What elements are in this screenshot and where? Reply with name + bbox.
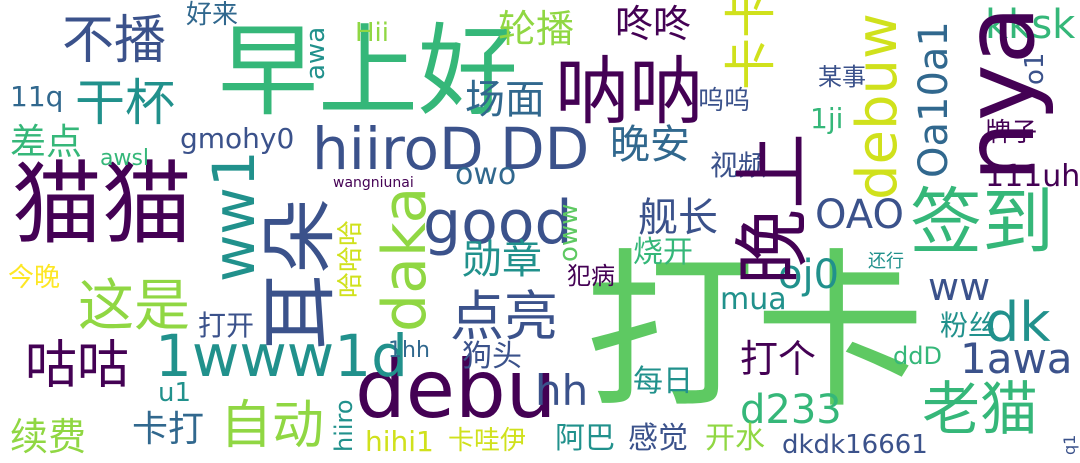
word: hh bbox=[535, 366, 589, 415]
word: 卡卡 bbox=[722, 0, 782, 90]
word: 晚安 bbox=[610, 122, 690, 168]
word: 今晚 bbox=[8, 263, 61, 293]
word: 1ji bbox=[810, 102, 844, 135]
word: OAO bbox=[815, 192, 904, 238]
word: q1 bbox=[1060, 434, 1079, 455]
word: 自动 bbox=[220, 396, 325, 456]
word: ww bbox=[928, 265, 991, 309]
word: d233 bbox=[740, 387, 842, 433]
word: ddD bbox=[893, 342, 942, 370]
word: 阿巴 bbox=[555, 421, 615, 456]
word: dk bbox=[985, 291, 1051, 354]
word: debuw bbox=[845, 13, 910, 200]
word: Oa10a1 bbox=[911, 21, 957, 178]
word: daka bbox=[370, 186, 440, 332]
word: 不播 bbox=[62, 11, 167, 71]
word: 烧开 bbox=[633, 235, 693, 270]
word: 某事 bbox=[818, 63, 866, 91]
word: 粉丝 bbox=[940, 309, 997, 342]
word: good bbox=[423, 188, 573, 258]
word: 老猫 bbox=[922, 375, 1039, 443]
word: wangniunai bbox=[333, 175, 414, 191]
word: awsl bbox=[100, 146, 150, 171]
word: 这是 bbox=[78, 274, 190, 339]
word: 场面 bbox=[465, 77, 545, 123]
word: 打个 bbox=[740, 337, 817, 381]
word: 哈哈哈 bbox=[336, 219, 366, 298]
word: 1awa bbox=[960, 334, 1073, 383]
word: 轮播 bbox=[498, 7, 575, 51]
word: DD bbox=[500, 115, 590, 183]
word: 卡打 bbox=[132, 409, 205, 450]
word: hihi1 bbox=[365, 425, 434, 458]
word: mua bbox=[720, 282, 787, 317]
word: 感觉 bbox=[628, 421, 688, 456]
word: 打卡 bbox=[585, 234, 926, 432]
word: 呜呜 bbox=[698, 86, 751, 116]
word: 还行 bbox=[868, 251, 904, 272]
word: hiiroD bbox=[312, 115, 484, 183]
word: 狗头 bbox=[462, 339, 522, 374]
word: 111uh bbox=[985, 159, 1080, 194]
word: hiiro bbox=[330, 399, 358, 452]
word: 11q bbox=[10, 80, 64, 113]
word: 耳朵 bbox=[255, 198, 344, 350]
word: 好来 bbox=[186, 0, 239, 30]
word: dkdk16661 bbox=[782, 430, 928, 460]
word: u1 bbox=[158, 378, 192, 408]
word: oww bbox=[554, 203, 584, 262]
word: 视频 bbox=[710, 149, 767, 182]
word: 卡哇伊 bbox=[448, 426, 527, 456]
word: 晚上 bbox=[728, 133, 817, 285]
word: nya bbox=[944, 5, 1056, 182]
word: 勋章 bbox=[462, 237, 542, 283]
word: awa bbox=[301, 26, 331, 80]
word: 续费 bbox=[10, 415, 87, 459]
word: oj0 bbox=[778, 252, 840, 298]
word: 舰长 bbox=[638, 195, 718, 241]
word: owo bbox=[455, 157, 517, 192]
word: o1 bbox=[1020, 52, 1050, 85]
word: kksk bbox=[985, 2, 1076, 48]
word: 差点 bbox=[10, 122, 83, 163]
word: 签到 bbox=[910, 180, 1055, 264]
word: 1www1d bbox=[155, 322, 408, 390]
word: 咕咕 bbox=[25, 336, 130, 396]
word: 1hh bbox=[388, 338, 430, 363]
word: ww1 bbox=[200, 150, 268, 282]
word: gmohy0 bbox=[180, 122, 295, 155]
word: 开水 bbox=[705, 421, 765, 456]
word: 干杯 bbox=[75, 74, 175, 132]
word: 犯病 bbox=[567, 262, 615, 290]
word: 打开 bbox=[198, 309, 255, 342]
word: 每日 bbox=[633, 364, 693, 399]
word: 牌子 bbox=[985, 118, 1038, 148]
word: 呐呐 bbox=[555, 49, 703, 135]
word: 猫猫 bbox=[12, 152, 192, 257]
word: 早上好 bbox=[218, 13, 518, 130]
word: 咚咚 bbox=[615, 2, 692, 46]
word: debu bbox=[355, 343, 557, 436]
word: Hii bbox=[355, 18, 389, 48]
word: 点亮 bbox=[450, 285, 558, 348]
